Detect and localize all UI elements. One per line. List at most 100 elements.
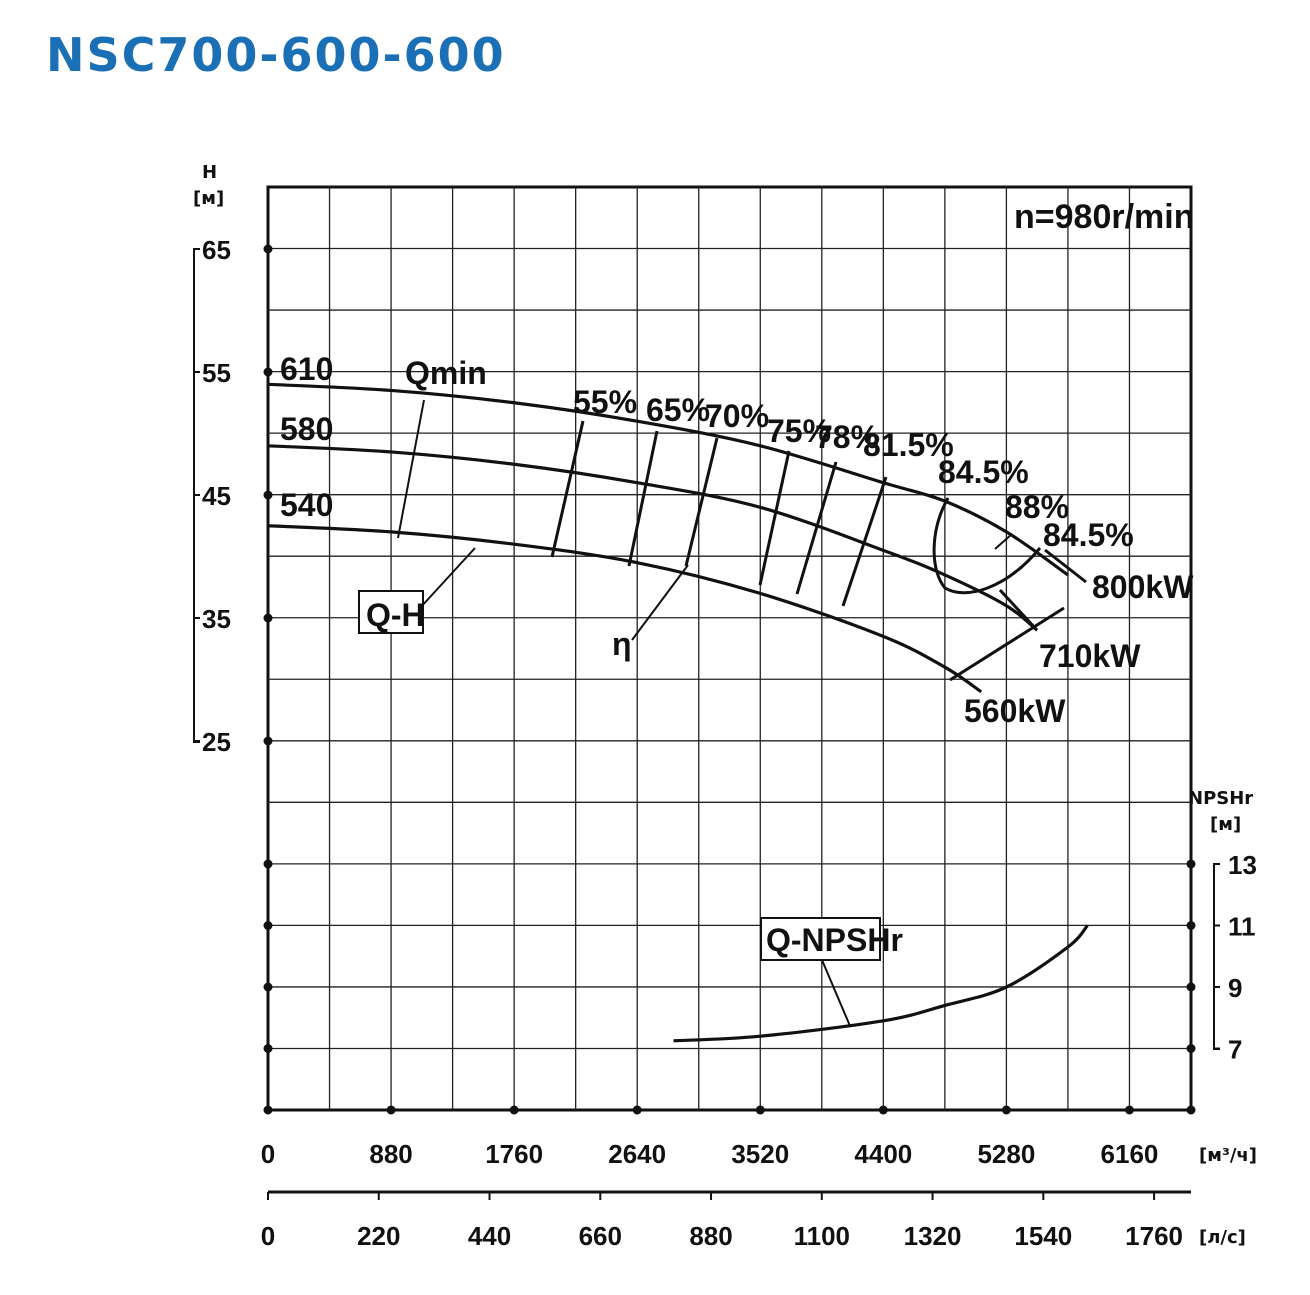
power-line-710 [998, 588, 1038, 631]
eff-label-84-right: 84.5% [1043, 517, 1134, 553]
plot-frame [266, 185, 1193, 1112]
x-tick-label-ls: 1320 [904, 1221, 962, 1251]
eff-label-81: 81.5% [863, 427, 954, 463]
x-tick-dot [509, 1105, 519, 1115]
eff-label-84-left: 84.5% [938, 454, 1029, 490]
power-label-710: 710kW [1039, 638, 1141, 674]
npsh-label-box [760, 917, 881, 961]
npsh-grid-dot-left [263, 921, 273, 930]
eff-label-88: 88% [1005, 489, 1069, 525]
qh-label: Q-H [366, 597, 425, 633]
qh-label-540: 540 [280, 487, 333, 523]
qh-label-580: 580 [280, 411, 333, 447]
npsh-curve [673, 924, 1089, 1043]
x-tick-label-ls: 440 [468, 1221, 511, 1251]
npsh-grid-dot-left [263, 859, 273, 869]
x-tick-label-ls: 1100 [794, 1221, 850, 1251]
x-tick-label-ls: 220 [357, 1221, 400, 1251]
head-tick-label: 25 [202, 727, 231, 757]
head-tick-label: 35 [202, 604, 231, 634]
npsh-axis-bracket [1213, 863, 1220, 1050]
qmin-label: Qmin [405, 355, 487, 391]
qh-leader [419, 547, 476, 609]
x-tick-label-ls: 1540 [1014, 1221, 1072, 1251]
npsh-label: Q-NPSHr [766, 922, 903, 958]
power-lines [949, 548, 1087, 682]
x-tick-label-m3h: 6160 [1101, 1139, 1159, 1169]
power-label-800: 800kW [1092, 569, 1194, 605]
x-tick-dot [755, 1105, 765, 1115]
eff-line-75 [758, 450, 791, 586]
x-axis-m3h-ticks: 0 880 1760 2640 3520 4400 5280 6160 [261, 1105, 1196, 1169]
x-axis-ls-ticks: 0 220 440 660 880 1100 1320 1540 1760 [261, 1192, 1183, 1251]
x-tick-label-ls: 0 [261, 1221, 275, 1251]
x-tick-dot [263, 1105, 273, 1115]
x-tick-dot [1186, 1105, 1196, 1115]
head-axis-label: H [202, 162, 217, 183]
head-tick-label: 55 [202, 358, 231, 388]
eff-line-70 [684, 437, 719, 567]
x-tick-dot [1001, 1105, 1011, 1115]
x-tick-label-ls: 660 [579, 1221, 622, 1251]
speed-label: n=980r/min [1014, 198, 1194, 236]
eff-label-78: 78% [815, 419, 879, 455]
x-tick-label-ls: 880 [689, 1221, 732, 1251]
npsh-tick-label: 9 [1228, 973, 1242, 1003]
x-tick-dot [1124, 1105, 1134, 1115]
chart-title: NSC700-600-600 [46, 28, 506, 82]
power-line-800 [1044, 548, 1087, 584]
npsh-tick-label: 11 [1228, 912, 1256, 942]
eta-label: η [612, 626, 632, 662]
qh-curve-580 [267, 444, 1039, 632]
x-tick-label-m3h: 2640 [608, 1139, 666, 1169]
head-tick-dot [263, 613, 273, 623]
leader-lines [397, 399, 851, 1027]
x-tick-label-m3h: 3520 [731, 1139, 789, 1169]
qh-curve-610 [267, 382, 1069, 577]
x-tick-label-m3h: 1760 [485, 1139, 543, 1169]
power-line-560 [949, 606, 1065, 682]
x-tick-dot [386, 1105, 396, 1115]
power-label-560: 560kW [964, 693, 1066, 729]
npsh-tick-label: 13 [1228, 850, 1257, 880]
eff-line-78 [795, 461, 838, 595]
x-tick-label-m3h: 5280 [977, 1139, 1035, 1169]
npsh-tick-dot [1186, 859, 1196, 869]
curves [267, 382, 1089, 1043]
head-tick-dot [263, 736, 273, 746]
npsh-tick-label: 7 [1228, 1035, 1242, 1065]
head-tick-label: 65 [202, 235, 231, 265]
eff-line-88-pointer [994, 533, 1013, 550]
head-tick-dot [263, 367, 273, 377]
npsh-grid-dot-left [263, 982, 273, 992]
x-tick-dot [632, 1105, 642, 1115]
efficiency-lines [550, 420, 1042, 607]
head-tick-dot [263, 490, 273, 500]
eff-line-55 [550, 420, 585, 558]
npsh-tick-dot [1186, 921, 1196, 930]
qh-label-box [358, 590, 424, 634]
npsh-axis-unit: [м] [1210, 814, 1241, 835]
head-tick-dot [263, 244, 273, 254]
eff-label-55: 55% [573, 384, 637, 420]
head-axis-unit: [м] [193, 188, 224, 209]
eff-loop-84 [932, 497, 1042, 595]
eff-label-70: 70% [705, 398, 769, 434]
eff-label-75: 75% [767, 413, 831, 449]
npsh-axis-ticks: 13 11 9 7 [263, 850, 1257, 1065]
qh-label-610: 610 [280, 351, 333, 387]
npsh-axis-label: NPSHr [1188, 788, 1253, 809]
head-axis-ticks: 65 55 45 35 25 [194, 235, 273, 757]
x-tick-dot [878, 1105, 888, 1115]
npsh-tick-dot [1186, 1044, 1196, 1053]
eff-label-65: 65% [646, 392, 710, 428]
eff-line-81 [841, 476, 888, 607]
npsh-grid-dot-left [263, 1044, 273, 1053]
eta-leader [631, 564, 689, 641]
npsh-tick-dot [1186, 982, 1196, 992]
qh-curve-540 [267, 524, 983, 694]
npsh-leader [821, 959, 851, 1027]
qmin-leader [397, 399, 425, 539]
x-tick-label-m3h: 4400 [854, 1139, 912, 1169]
